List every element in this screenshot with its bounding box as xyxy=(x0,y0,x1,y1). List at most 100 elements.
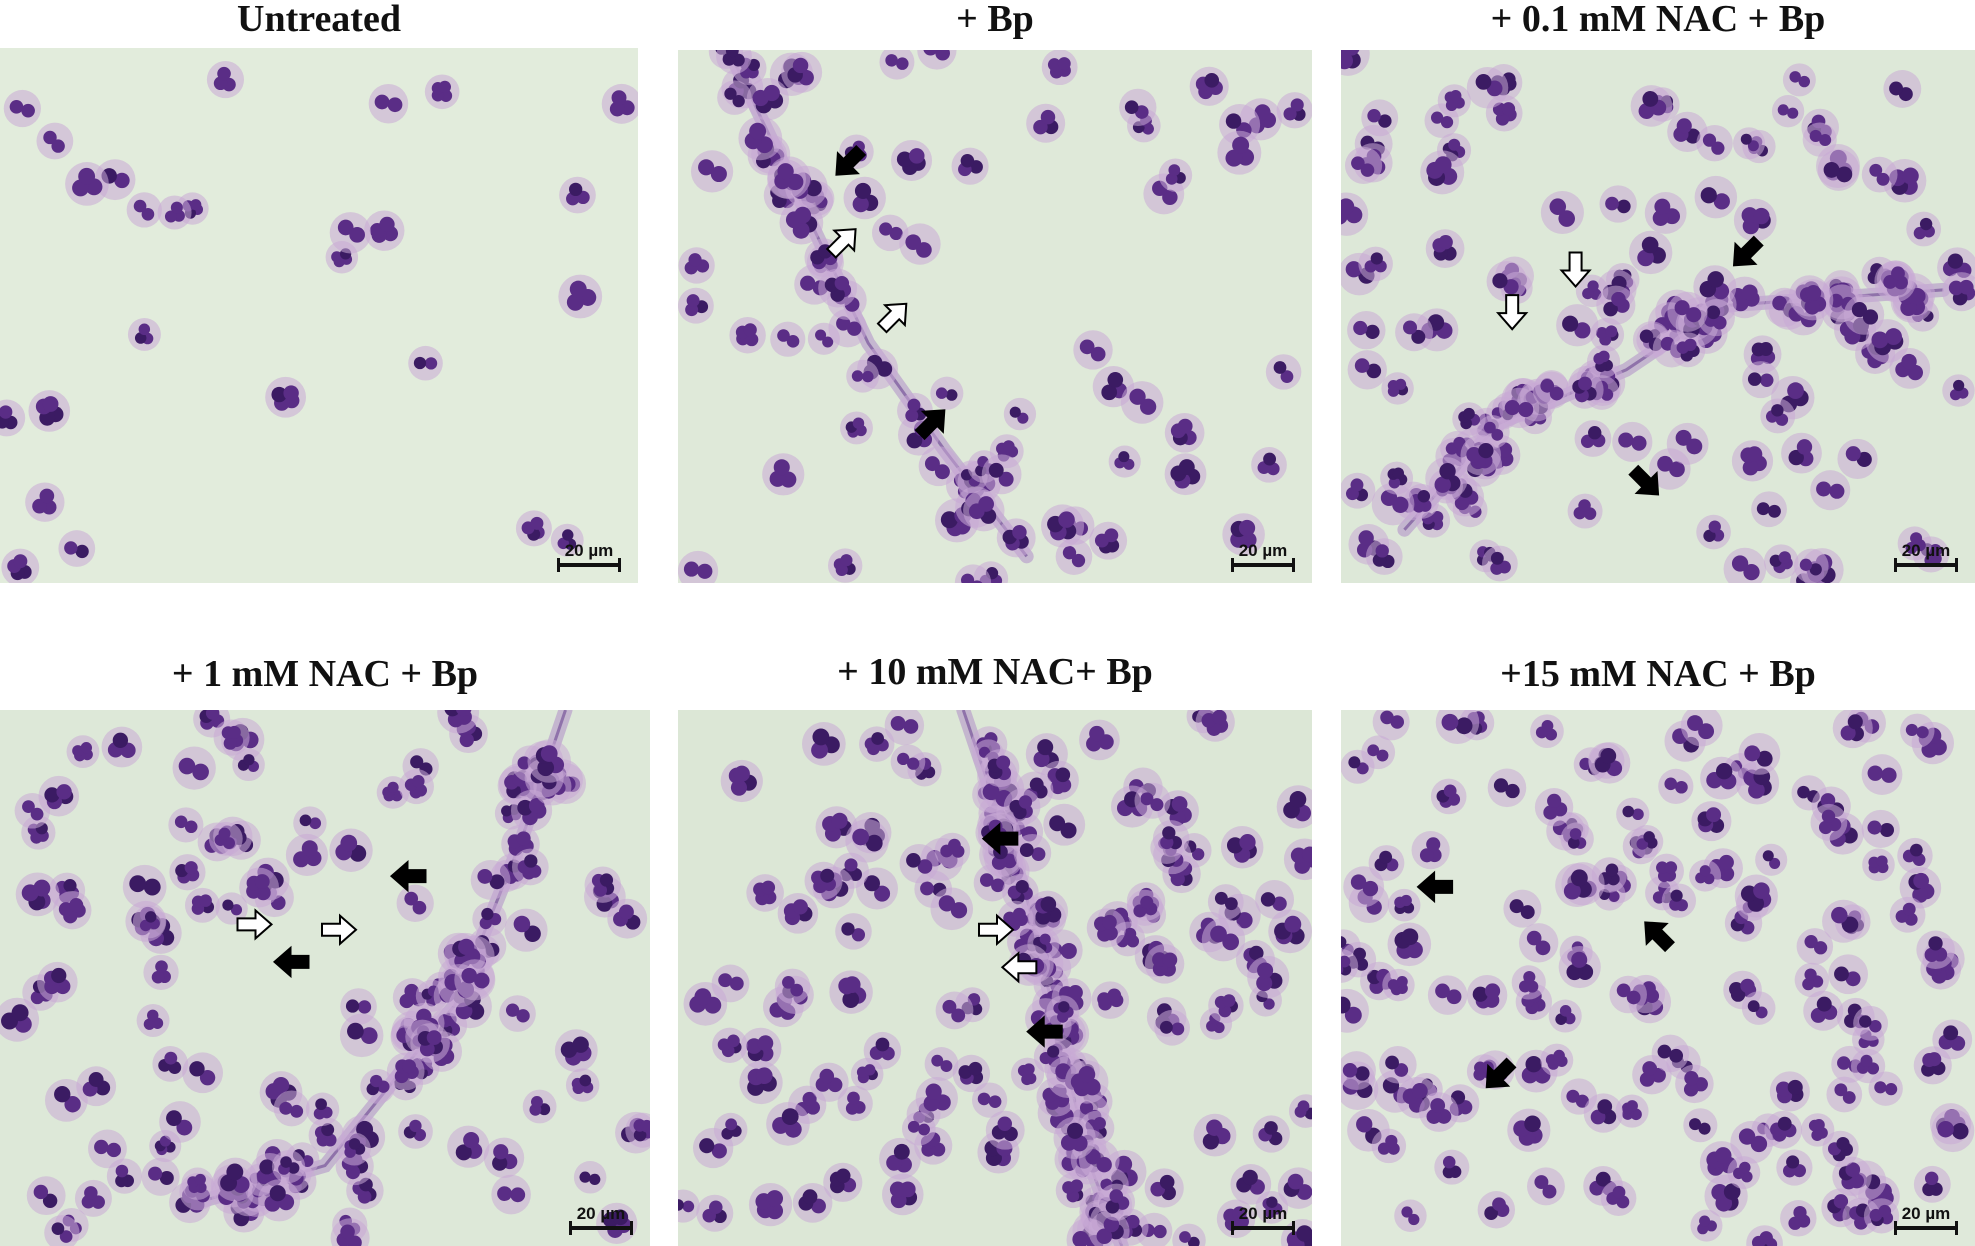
neutrophil-cell xyxy=(1134,782,1171,819)
neutrophil-cell xyxy=(1600,1180,1637,1216)
neutrophil-cell xyxy=(368,83,409,124)
neutrophil-cell xyxy=(257,1179,301,1222)
neutrophil-cell xyxy=(337,1132,371,1166)
neutrophil-cell xyxy=(1039,760,1079,801)
neutrophil-cell xyxy=(504,908,548,952)
neutrophil-cell xyxy=(846,359,880,393)
neutrophil-cell xyxy=(1530,714,1564,749)
neutrophil-cell xyxy=(766,1102,810,1146)
neutrophil-cell xyxy=(36,122,74,160)
neutrophil-cell xyxy=(136,1004,170,1037)
neutrophil-cell xyxy=(1696,124,1733,162)
neutrophil-cell xyxy=(1612,421,1653,463)
neutrophil-cell xyxy=(1694,175,1738,219)
neutrophil-cell xyxy=(934,832,971,869)
neutrophil-cell xyxy=(1466,66,1509,109)
neutrophil-cell xyxy=(1003,397,1037,431)
neutrophil-cell xyxy=(1697,299,1735,337)
neutrophil-cell xyxy=(1630,825,1664,858)
neutrophil-cell xyxy=(0,399,26,437)
micrograph-untreated: 20 µm xyxy=(0,48,638,583)
neutrophil-cell xyxy=(678,247,715,284)
neutrophil-cell xyxy=(1889,348,1931,389)
neutrophil-cell xyxy=(1126,889,1164,926)
black-arrow-icon xyxy=(1485,1057,1517,1089)
neutrophil-cell xyxy=(1583,1093,1624,1133)
black-arrow-icon xyxy=(272,945,310,979)
neutrophil-cell xyxy=(1751,491,1787,528)
neutrophil-cell xyxy=(106,1158,143,1194)
neutrophil-cell xyxy=(840,411,873,445)
neutrophil-cell xyxy=(15,872,60,917)
neutrophil-cell xyxy=(1435,710,1480,745)
neutrophil-cell xyxy=(1511,965,1546,1000)
neutrophil-cell xyxy=(1900,713,1935,748)
neutrophil-cell xyxy=(1189,66,1229,106)
neutrophil-cell xyxy=(1361,99,1399,137)
neutrophil-cell xyxy=(213,719,250,756)
neutrophil-cell xyxy=(470,860,511,900)
neutrophil-cell xyxy=(843,176,886,220)
neutrophil-cell xyxy=(1380,461,1414,495)
neutrophil-cell xyxy=(213,1157,258,1202)
neutrophil-cell xyxy=(738,116,783,161)
neutrophil-cell xyxy=(1723,547,1767,583)
neutrophil-cell xyxy=(184,887,220,923)
neutrophil-cell xyxy=(293,806,327,840)
neutrophil-cell xyxy=(1667,291,1708,332)
neutrophil-cell xyxy=(122,864,167,909)
neutrophil-cell xyxy=(1347,310,1386,350)
neutrophil-cell xyxy=(126,192,162,228)
neutrophil-cell xyxy=(1534,788,1574,827)
cells-layer xyxy=(1341,50,1975,583)
neutrophil-cell xyxy=(1897,837,1933,874)
neutrophil-cell xyxy=(329,828,373,872)
neutrophil-cell xyxy=(1011,1057,1045,1091)
neutrophil-cell xyxy=(1730,1120,1774,1164)
neutrophil-cell xyxy=(917,50,957,70)
neutrophil-cell xyxy=(879,50,915,80)
white-arrow-icon xyxy=(1559,251,1592,289)
neutrophil-cell xyxy=(1801,1113,1835,1147)
neutrophil-cell xyxy=(1913,1165,1951,1203)
neutrophil-cell xyxy=(472,901,507,937)
neutrophil-cell xyxy=(1741,991,1776,1025)
neutrophil-cell xyxy=(1255,1190,1289,1224)
neutrophil-cell xyxy=(159,1101,201,1143)
neutrophil-cell xyxy=(74,1179,112,1217)
neutrophil-cell xyxy=(1913,1046,1952,1085)
neutrophil-cell xyxy=(1649,853,1684,889)
neutrophil-cell xyxy=(1344,146,1383,185)
neutrophil-cell xyxy=(1507,1108,1551,1152)
neutrophil-cell xyxy=(748,1183,793,1227)
neutrophil-cell xyxy=(954,564,992,583)
neutrophil-cell xyxy=(1776,1149,1813,1186)
neutrophil-cell xyxy=(1690,1209,1723,1242)
neutrophil-cell xyxy=(127,317,161,351)
neutrophil-cell xyxy=(1876,260,1915,299)
neutrophil-cell xyxy=(1425,457,1468,500)
neutrophil-cell xyxy=(1771,95,1805,128)
black-arrow-icon xyxy=(981,822,1019,855)
panel-title-bp: + Bp xyxy=(956,0,1034,40)
neutrophil-cell xyxy=(265,376,307,418)
neutrophil-cell xyxy=(1064,1060,1109,1104)
neutrophil-cell xyxy=(696,1194,734,1232)
neutrophil-cell xyxy=(1086,908,1127,948)
scale-bar-line xyxy=(1231,558,1295,572)
neutrophil-cell xyxy=(1810,470,1851,511)
panel-title-nac-1: + 1 mM NAC + Bp xyxy=(171,653,479,695)
neutrophil-cell xyxy=(1590,317,1625,352)
neutrophil-cell xyxy=(584,866,621,903)
neutrophil-cell xyxy=(1460,434,1502,476)
scale-bar-line xyxy=(1894,558,1958,572)
black-arrow-icon xyxy=(914,409,946,441)
neutrophil-cell xyxy=(1738,732,1781,775)
micrograph-bp: 20 µm xyxy=(678,50,1312,583)
neutrophil-cell xyxy=(801,722,846,766)
neutrophil-cell xyxy=(779,200,824,245)
micrograph-nac-0-1: 20 µm xyxy=(1341,50,1975,583)
neutrophil-cell xyxy=(168,807,204,843)
neutrophil-cell xyxy=(1883,70,1922,108)
neutrophil-cell xyxy=(678,287,714,324)
